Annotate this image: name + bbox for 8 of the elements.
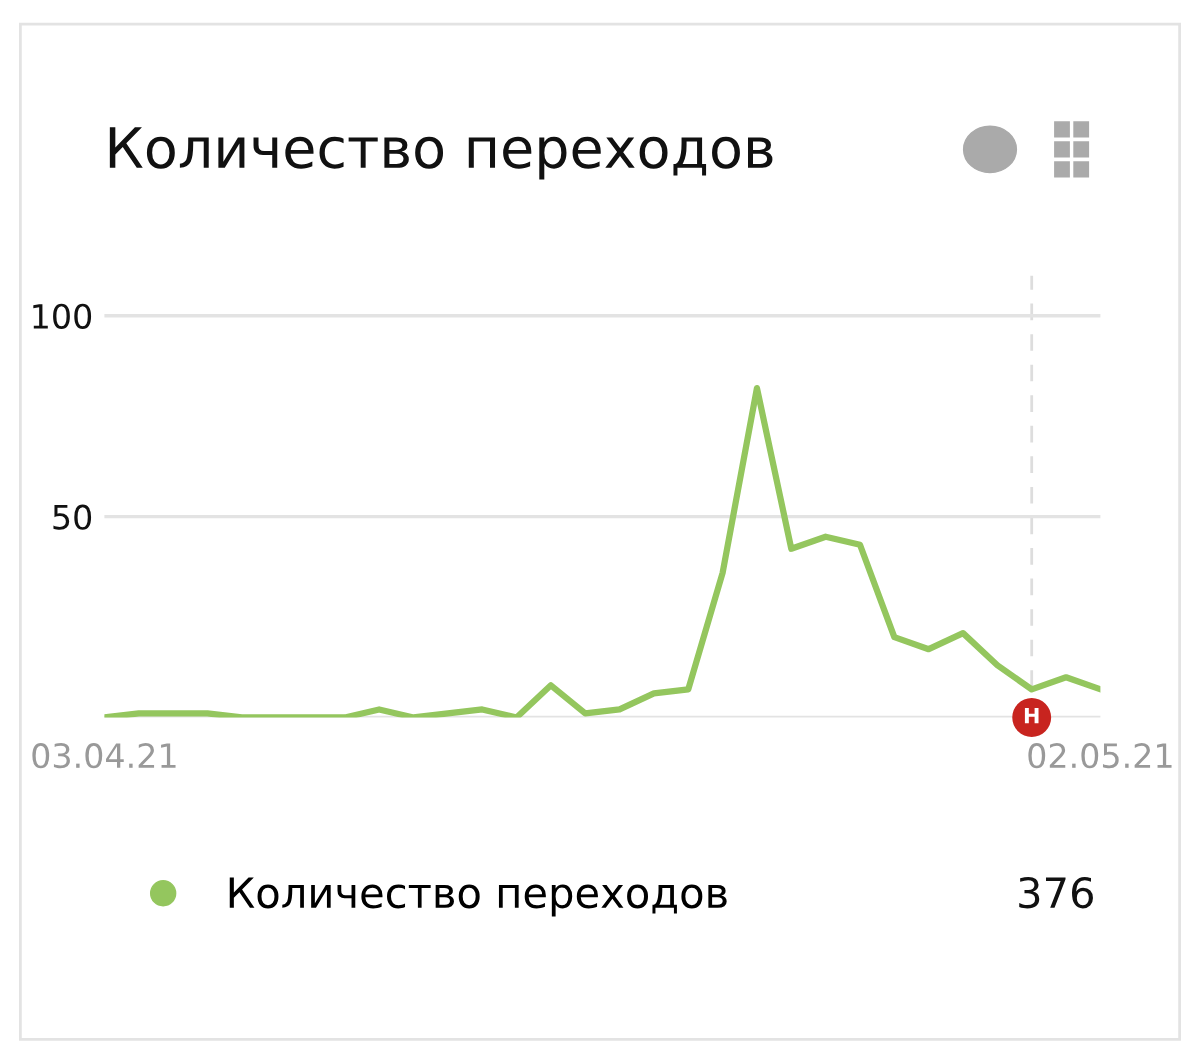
- chart-title: Количество переходов: [109, 127, 773, 180]
- y-tick-label: 100: [33, 303, 92, 329]
- legend-label: Количество переходов: [229, 877, 727, 917]
- x-tick-label: 02.05.21: [1028, 743, 1172, 769]
- text: 376: [1019, 876, 1093, 909]
- y-tick-label: 50: [53, 504, 92, 530]
- x-tick-label: 03.04.21: [32, 743, 176, 769]
- annotation: Н: [1024, 708, 1039, 724]
